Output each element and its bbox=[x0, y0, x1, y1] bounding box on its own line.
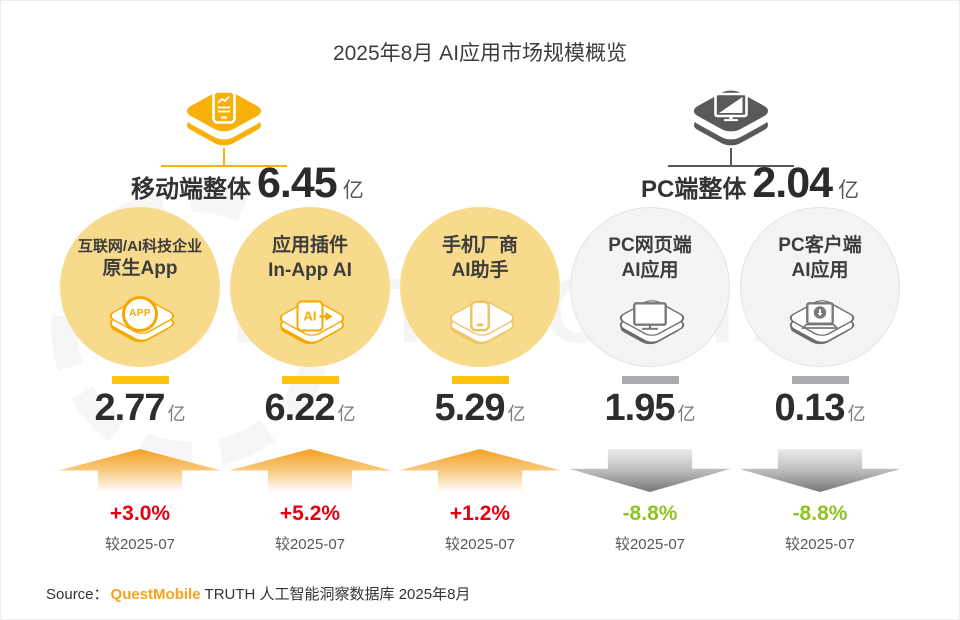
value-bar bbox=[281, 376, 339, 384]
segment-value: 1.95 亿 bbox=[604, 387, 696, 429]
compare-period: 较2025-07 bbox=[614, 536, 686, 553]
change-percent: +1.2% bbox=[449, 502, 511, 525]
pc-total-label: PC端整体 bbox=[641, 176, 747, 203]
smartphone-icon bbox=[212, 90, 236, 124]
segment-pc-web-ai: PC网页端 AI应用 1.95 bbox=[565, 207, 735, 554]
segment-label-line1: 手机厂商 bbox=[441, 235, 518, 256]
segment-label-line1: 互联网/AI科技企业 bbox=[77, 238, 203, 255]
source-brand: QuestMobile bbox=[110, 586, 201, 603]
up-arrow-icon bbox=[229, 449, 391, 492]
segment-circle: 手机厂商 AI助手 bbox=[400, 207, 560, 367]
change-percent: -8.8% bbox=[792, 502, 848, 525]
segment-value: 5.29 亿 bbox=[434, 387, 526, 429]
mobile-total-unit: 亿 bbox=[342, 179, 364, 202]
down-arrow-icon bbox=[569, 449, 731, 492]
pc-total-value: 2.04 bbox=[752, 159, 833, 207]
down-arrow-icon bbox=[739, 449, 901, 492]
pc-diamond-icon bbox=[686, 83, 776, 153]
segment-inapp-ai: 应用插件 In-App AI AI bbox=[225, 207, 395, 554]
segment-value: 0.13 亿 bbox=[774, 387, 866, 429]
segment-circle: PC网页端 AI应用 bbox=[570, 207, 730, 367]
source-suffix: TRUTH 人工智能洞察数据库 2025年8月 bbox=[204, 586, 471, 603]
mobile-connector-line bbox=[161, 165, 287, 167]
monitor-diamond-icon bbox=[600, 294, 700, 356]
segment-phone-vendor-ai: 手机厂商 AI助手 5.29 亿 bbox=[395, 207, 565, 554]
up-arrow-icon bbox=[399, 449, 561, 492]
segment-native-app: 互联网/AI科技企业 原生App APP 2.77 亿 +3.0% 较2025-… bbox=[55, 207, 225, 554]
phone-diamond-icon bbox=[430, 294, 530, 356]
source-label: Source： bbox=[46, 586, 109, 603]
source-line: Source： QuestMobile TRUTH 人工智能洞察数据库 2025年8… bbox=[46, 583, 470, 604]
ai-plugin-icon: AI bbox=[296, 300, 333, 332]
change-percent: +5.2% bbox=[279, 502, 341, 525]
value-bar bbox=[791, 376, 849, 384]
value-bar bbox=[111, 376, 169, 384]
value-bar bbox=[451, 376, 509, 384]
monitor-icon bbox=[714, 92, 748, 122]
laptop-download-icon bbox=[800, 302, 840, 330]
mobile-connector-stem bbox=[223, 148, 225, 166]
mobile-total-value: 6.45 bbox=[257, 159, 338, 207]
value-bar bbox=[621, 376, 679, 384]
segment-label-line1: PC客户端 bbox=[778, 235, 862, 256]
pc-connector-stem bbox=[730, 148, 732, 166]
pc-total-unit: 亿 bbox=[838, 179, 860, 202]
segment-value: 6.22 亿 bbox=[264, 387, 356, 429]
compare-period: 较2025-07 bbox=[274, 536, 346, 553]
segment-label-line1: 应用插件 bbox=[271, 235, 348, 256]
pc-total: PC端整体 2.04 亿 bbox=[641, 159, 859, 208]
app-diamond-icon: APP bbox=[90, 292, 190, 354]
segment-circle: 应用插件 In-App AI AI bbox=[230, 207, 390, 367]
change-percent: +3.0% bbox=[109, 502, 171, 525]
mobile-total-label: 移动端整体 bbox=[131, 176, 251, 203]
compare-period: 较2025-07 bbox=[784, 536, 856, 553]
segment-pc-client-ai: PC客户端 AI应用 bbox=[735, 207, 905, 554]
mobile-total: 移动端整体 6.45 亿 bbox=[131, 159, 364, 208]
segment-label-line2: AI助手 bbox=[451, 259, 509, 281]
app-badge-icon: APP bbox=[122, 296, 158, 333]
segment-circle: PC客户端 AI应用 bbox=[740, 207, 900, 367]
segment-label-line1: PC网页端 bbox=[608, 235, 692, 256]
segment-label-line2: AI应用 bbox=[621, 259, 679, 281]
compare-period: 较2025-07 bbox=[444, 536, 516, 553]
segment-label-line2: 原生App bbox=[102, 257, 178, 279]
mobile-diamond-icon bbox=[179, 83, 269, 153]
page-title: 2025年8月 AI应用市场规模概览 bbox=[332, 42, 628, 65]
segment-value: 2.77 亿 bbox=[94, 387, 186, 429]
pc-connector-line bbox=[668, 165, 794, 167]
change-percent: -8.8% bbox=[622, 502, 678, 525]
arrow-right-icon bbox=[319, 311, 333, 321]
segment-label-line2: In-App AI bbox=[268, 259, 352, 281]
web-monitor-icon bbox=[633, 302, 667, 331]
segment-label-line2: AI应用 bbox=[791, 259, 849, 281]
segment-columns: 互联网/AI科技企业 原生App APP 2.77 亿 +3.0% 较2025-… bbox=[55, 207, 905, 554]
compare-period: 较2025-07 bbox=[104, 536, 176, 553]
phone-assistant-icon bbox=[470, 300, 490, 332]
laptop-diamond-icon bbox=[770, 294, 870, 356]
up-arrow-icon bbox=[59, 449, 221, 492]
inapp-ai-diamond-icon: AI bbox=[260, 294, 360, 356]
segment-circle: 互联网/AI科技企业 原生App APP bbox=[60, 207, 220, 367]
